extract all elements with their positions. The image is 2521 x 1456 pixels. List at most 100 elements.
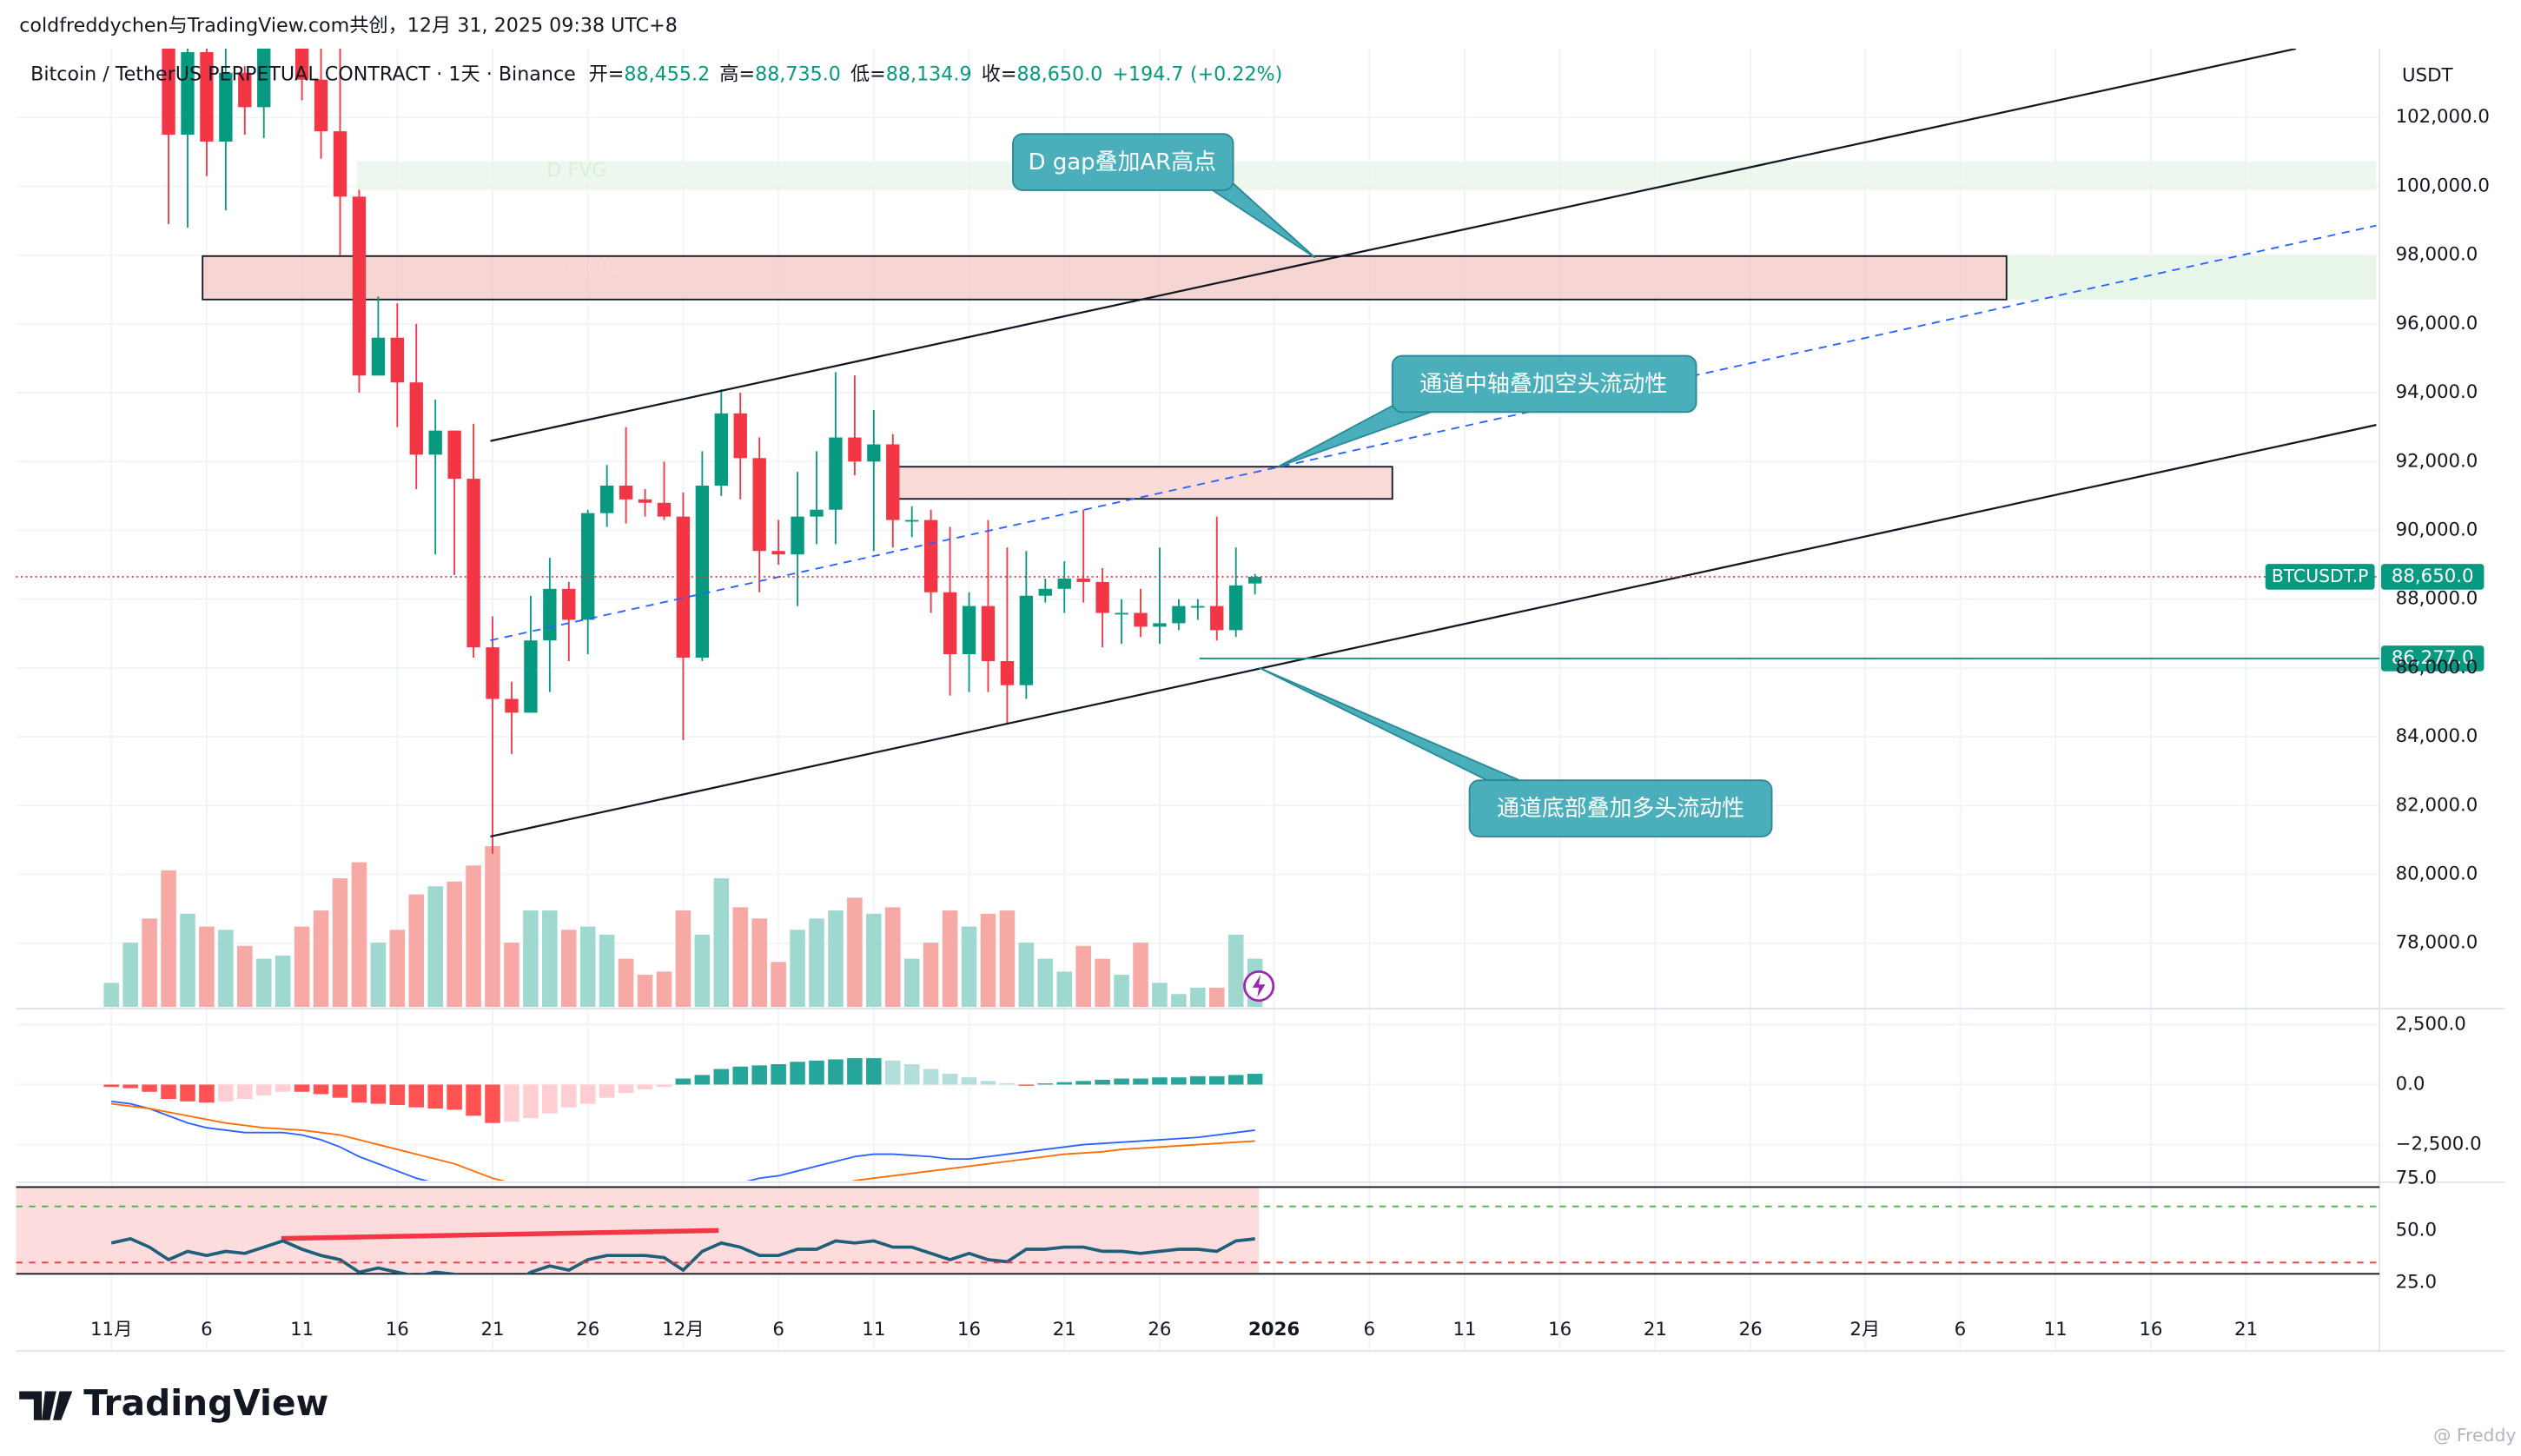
- y-tick-label: 96,000.0: [2396, 313, 2478, 334]
- macd-bar: [1018, 1084, 1035, 1086]
- candle-body: [771, 551, 785, 555]
- candle-body: [1019, 595, 1034, 685]
- fvg-zone: [356, 161, 2377, 190]
- macd-bar: [942, 1074, 958, 1085]
- candle-body: [294, 49, 309, 80]
- macd-bar: [828, 1059, 844, 1085]
- candle-body: [1172, 606, 1186, 624]
- x-tick-label: 12月: [662, 1319, 704, 1340]
- volume-bar: [903, 958, 920, 1008]
- x-tick-label: 26: [1148, 1319, 1171, 1340]
- macd-bar: [884, 1060, 901, 1085]
- volume-bar: [942, 910, 958, 1008]
- candle-body: [466, 479, 480, 648]
- macd-bar: [561, 1084, 577, 1108]
- candle-body: [390, 337, 404, 383]
- macd-bar: [255, 1084, 272, 1095]
- candle-layer: [162, 49, 1262, 854]
- x-tick-label: 11: [290, 1319, 314, 1340]
- macd-bar: [1037, 1083, 1054, 1085]
- candle-body: [848, 437, 862, 462]
- candle-body: [1153, 623, 1167, 627]
- candle-body: [638, 499, 652, 503]
- candle-body: [1191, 606, 1205, 608]
- volume-bar: [122, 943, 138, 1008]
- candle-body: [1115, 612, 1128, 615]
- fvg-label: D FVG: [546, 159, 606, 182]
- volume-bar: [1018, 943, 1035, 1008]
- volume-bar: [294, 926, 310, 1008]
- volume-bar: [1152, 983, 1168, 1008]
- macd-bar: [675, 1078, 691, 1085]
- volume-bar: [504, 943, 519, 1008]
- volume-bar: [923, 943, 939, 1008]
- candle-body: [371, 337, 386, 376]
- macd-bar: [122, 1084, 138, 1089]
- logo-mark: [19, 1391, 73, 1420]
- symbol-tag: [2265, 564, 2375, 590]
- macd-bar: [1075, 1081, 1091, 1085]
- candle-body: [447, 430, 461, 480]
- trendlines: [490, 49, 2377, 838]
- volume-bar: [1075, 945, 1091, 1008]
- candle-body: [733, 413, 747, 459]
- macd-bar: [1114, 1078, 1129, 1085]
- candle-body: [333, 131, 347, 197]
- symbol-label: BTCUSDT.P: [2272, 566, 2369, 586]
- macd-bar: [903, 1063, 920, 1085]
- macd-bar: [866, 1058, 882, 1085]
- x-tick-label: 16: [2139, 1319, 2162, 1340]
- candle-body: [1076, 578, 1090, 582]
- macd-bar: [103, 1084, 119, 1088]
- volume-bar: [180, 913, 195, 1008]
- y-tick-label: 84,000.0: [2396, 725, 2478, 747]
- volume-bar: [1227, 934, 1244, 1008]
- macd-bar: [790, 1062, 805, 1085]
- volume-bar: [637, 975, 653, 1008]
- volume-bar: [161, 870, 176, 1008]
- macd-bar: [961, 1077, 977, 1085]
- candle-body: [1247, 576, 1262, 584]
- legend-value: 88,134.9: [886, 63, 972, 85]
- volume-bar: [847, 897, 863, 1008]
- macd-bar: [218, 1084, 234, 1102]
- macd-bar: [1247, 1074, 1263, 1085]
- candle-body: [886, 444, 900, 520]
- macd-bar: [599, 1084, 615, 1098]
- candle-body: [1057, 578, 1071, 589]
- macd-bar: [1208, 1075, 1225, 1085]
- candle-body: [867, 444, 881, 462]
- volume-bar: [351, 862, 367, 1008]
- y-tick-label: 78,000.0: [2396, 932, 2478, 954]
- x-tick-label: 2026: [1248, 1319, 1300, 1340]
- x-tick-label: 11: [1452, 1319, 1476, 1340]
- volume-bar: [1114, 975, 1129, 1008]
- volume-bar: [694, 934, 711, 1008]
- candle-body: [752, 458, 766, 552]
- candle-body: [352, 196, 367, 376]
- macd-bar: [237, 1084, 253, 1100]
- volume-bar: [618, 958, 634, 1008]
- x-tick-label: 21: [2234, 1319, 2258, 1340]
- macd-bar: [809, 1060, 824, 1085]
- price-tag: [2380, 564, 2485, 590]
- macd-bar: [713, 1069, 730, 1085]
- candle-body: [524, 640, 538, 713]
- volume-bar: [675, 910, 691, 1008]
- candle-body: [791, 516, 804, 555]
- volume-bar: [656, 971, 672, 1008]
- macd-bar: [923, 1069, 939, 1085]
- channel-top: [490, 49, 2297, 442]
- macd-line: [111, 1102, 1255, 1181]
- currency: USDT: [2402, 65, 2453, 87]
- price-lines: BTCUSDT.P 88,650.0 86,277.0: [16, 564, 2485, 672]
- volume-bar: [275, 955, 291, 1008]
- volume-bar: [751, 918, 767, 1008]
- drawings: D FVG D FVG: [202, 159, 2377, 500]
- logo: TradingView: [83, 1382, 328, 1424]
- x-tick-label: 11: [862, 1319, 885, 1340]
- volume-bar: [1056, 971, 1073, 1008]
- price-tag: [2380, 645, 2485, 672]
- macd-bar: [199, 1084, 215, 1103]
